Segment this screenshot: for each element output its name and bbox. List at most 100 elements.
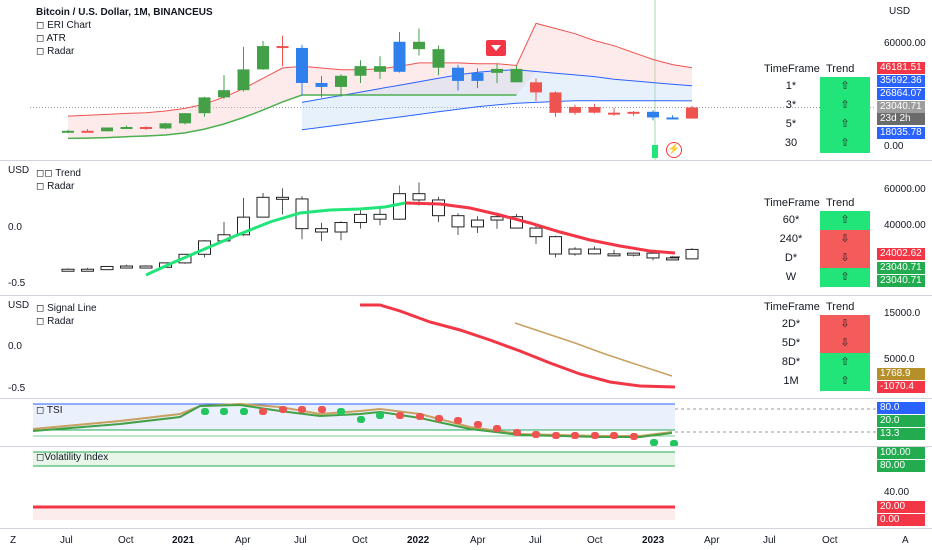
pane-separator[interactable] xyxy=(0,446,932,447)
candle-body xyxy=(627,111,640,114)
candle-body xyxy=(588,107,601,113)
eye-icon[interactable]: ◻ xyxy=(36,316,45,327)
trend-pane[interactable]: USD ◻◻ Trend ◻ Radar 0.0 -0.5 60000.00 4… xyxy=(0,161,932,295)
eye-icon[interactable]: ◻ xyxy=(36,452,45,463)
eye-icon[interactable]: ◻ xyxy=(36,405,45,416)
candle-body xyxy=(432,199,445,217)
tsi-dot xyxy=(650,439,658,446)
pane-separator[interactable] xyxy=(0,295,932,296)
time-axis-label: Jul xyxy=(763,535,776,546)
candle-body xyxy=(198,97,211,114)
buy-signal-marker xyxy=(652,145,658,158)
eye-icon[interactable]: ◻ xyxy=(36,303,45,314)
candle-body xyxy=(276,196,289,200)
signal-chart[interactable] xyxy=(0,296,932,398)
tsi-dot xyxy=(493,425,501,432)
main-price-pane[interactable]: Bitcoin / U.S. Dollar, 1M, BINANCEUS ◻ E… xyxy=(0,0,932,160)
trend-up-icon: ⇧ xyxy=(820,353,870,372)
candle-body xyxy=(256,196,270,218)
tsi-chart[interactable] xyxy=(0,399,932,446)
table-header-trend: Trend xyxy=(826,63,855,75)
legend-trend[interactable]: ◻◻ Trend xyxy=(36,168,81,179)
eye-icon[interactable]: ◻ xyxy=(36,181,45,192)
price-tag: 20.00 xyxy=(877,501,925,513)
eye-icon[interactable]: ◻ xyxy=(36,33,45,44)
pane-separator[interactable] xyxy=(0,398,932,399)
time-axis-label: 2021 xyxy=(172,535,195,546)
trend-chart[interactable] xyxy=(0,161,932,295)
legend-eri-chart[interactable]: ◻ ERI Chart xyxy=(36,20,91,31)
time-axis-label: Apr xyxy=(704,535,720,546)
legend-radar[interactable]: ◻ Radar xyxy=(36,46,75,57)
trend-up-icon: ⇧ xyxy=(820,134,870,153)
tsi-pane[interactable]: ◻ TSI 80.0 20.0 13.3 xyxy=(0,399,932,446)
sell-arrow-icon xyxy=(491,45,501,51)
left-axis-label: 0.0 xyxy=(8,341,22,352)
tsi-dot xyxy=(337,408,345,415)
left-unit-label: USD xyxy=(8,165,30,176)
signal-pane[interactable]: USD ◻ Signal Line ◻ Radar 0.0 -0.5 15000… xyxy=(0,296,932,398)
candle-body xyxy=(510,68,523,83)
trend-radar-bear xyxy=(404,201,676,255)
auto-scale-button[interactable]: A xyxy=(902,535,909,546)
price-tag: 1768.9 xyxy=(877,368,925,380)
time-axis[interactable]: Z A Jul Oct 2021 Apr Jul Oct 2022 Apr Jul Oct 2023… xyxy=(0,528,932,550)
timezone-button[interactable]: Z xyxy=(10,535,17,546)
candle-body xyxy=(647,111,659,118)
tsi-dot xyxy=(630,433,638,440)
eye-icon[interactable]: ◻ xyxy=(36,46,45,57)
price-tag: 0.00 xyxy=(877,514,925,526)
tsi-dot xyxy=(435,415,443,422)
time-axis-label: Oct xyxy=(352,535,368,546)
main-price-chart[interactable] xyxy=(0,0,932,160)
price-tag: 23040.71 xyxy=(877,275,925,287)
price-tag: 26864.07 xyxy=(877,88,925,100)
eye-icon[interactable]: ◻ xyxy=(36,20,45,31)
price-tag: -1070.4 xyxy=(877,381,925,393)
table-header-timeframe: TimeFrame xyxy=(764,63,820,75)
legend-atr[interactable]: ◻ ATR xyxy=(36,33,66,44)
tsi-dot xyxy=(279,406,287,413)
price-tag: 80.00 xyxy=(877,460,925,472)
tsi-dot xyxy=(552,432,560,439)
candle-body xyxy=(335,75,347,87)
legend-signal-line[interactable]: ◻ Signal Line xyxy=(36,303,97,314)
candle-body xyxy=(471,72,484,81)
legend-tsi[interactable]: ◻ TSI xyxy=(36,405,63,416)
tsi-band xyxy=(33,404,675,430)
legend-radar[interactable]: ◻ Radar xyxy=(36,316,75,327)
price-tag: 46181.51 xyxy=(877,62,925,74)
vol-lower-zone xyxy=(33,507,675,520)
candle-body xyxy=(354,213,367,224)
table-header-timeframe: TimeFrame xyxy=(764,301,820,313)
candle-body xyxy=(296,47,308,83)
trend-up-icon: ⇧ xyxy=(820,268,870,287)
support-line xyxy=(67,94,517,140)
price-axis-label: 60000.00 xyxy=(884,184,926,195)
candle-body xyxy=(607,253,621,257)
volatility-pane[interactable]: ◻Volatility Index 40.00 100.00 80.00 20.00… xyxy=(0,447,932,528)
eye-icon[interactable]: ◻◻ xyxy=(36,168,53,179)
legend-radar[interactable]: ◻ Radar xyxy=(36,181,75,192)
legend-volatility-index[interactable]: ◻Volatility Index xyxy=(36,452,109,463)
price-tag: 13.3 xyxy=(877,428,925,440)
pane-separator[interactable] xyxy=(0,160,932,161)
price-tag: 23040.71 xyxy=(877,262,925,274)
candle-body xyxy=(120,265,133,269)
candle-body xyxy=(608,112,620,115)
tsi-dot xyxy=(396,412,404,419)
tsi-legend: ◻ TSI xyxy=(36,404,62,417)
main-legend: Bitcoin / U.S. Dollar, 1M, BINANCEUS ◻ E… xyxy=(36,6,213,58)
candle-body xyxy=(218,90,230,98)
candle-body xyxy=(529,227,543,238)
candle-body xyxy=(685,248,699,260)
time-axis-label: Oct xyxy=(587,535,603,546)
table-timeframe-label: 60* xyxy=(782,214,800,226)
price-axis-label: 0.00 xyxy=(884,141,904,152)
candle-body xyxy=(120,127,133,130)
table-timeframe-label: 5* xyxy=(785,118,797,130)
volatility-chart[interactable] xyxy=(0,447,932,528)
tsi-dot xyxy=(416,413,424,420)
candle-body xyxy=(432,49,445,68)
lightning-icon[interactable]: ⚡ xyxy=(666,142,682,158)
